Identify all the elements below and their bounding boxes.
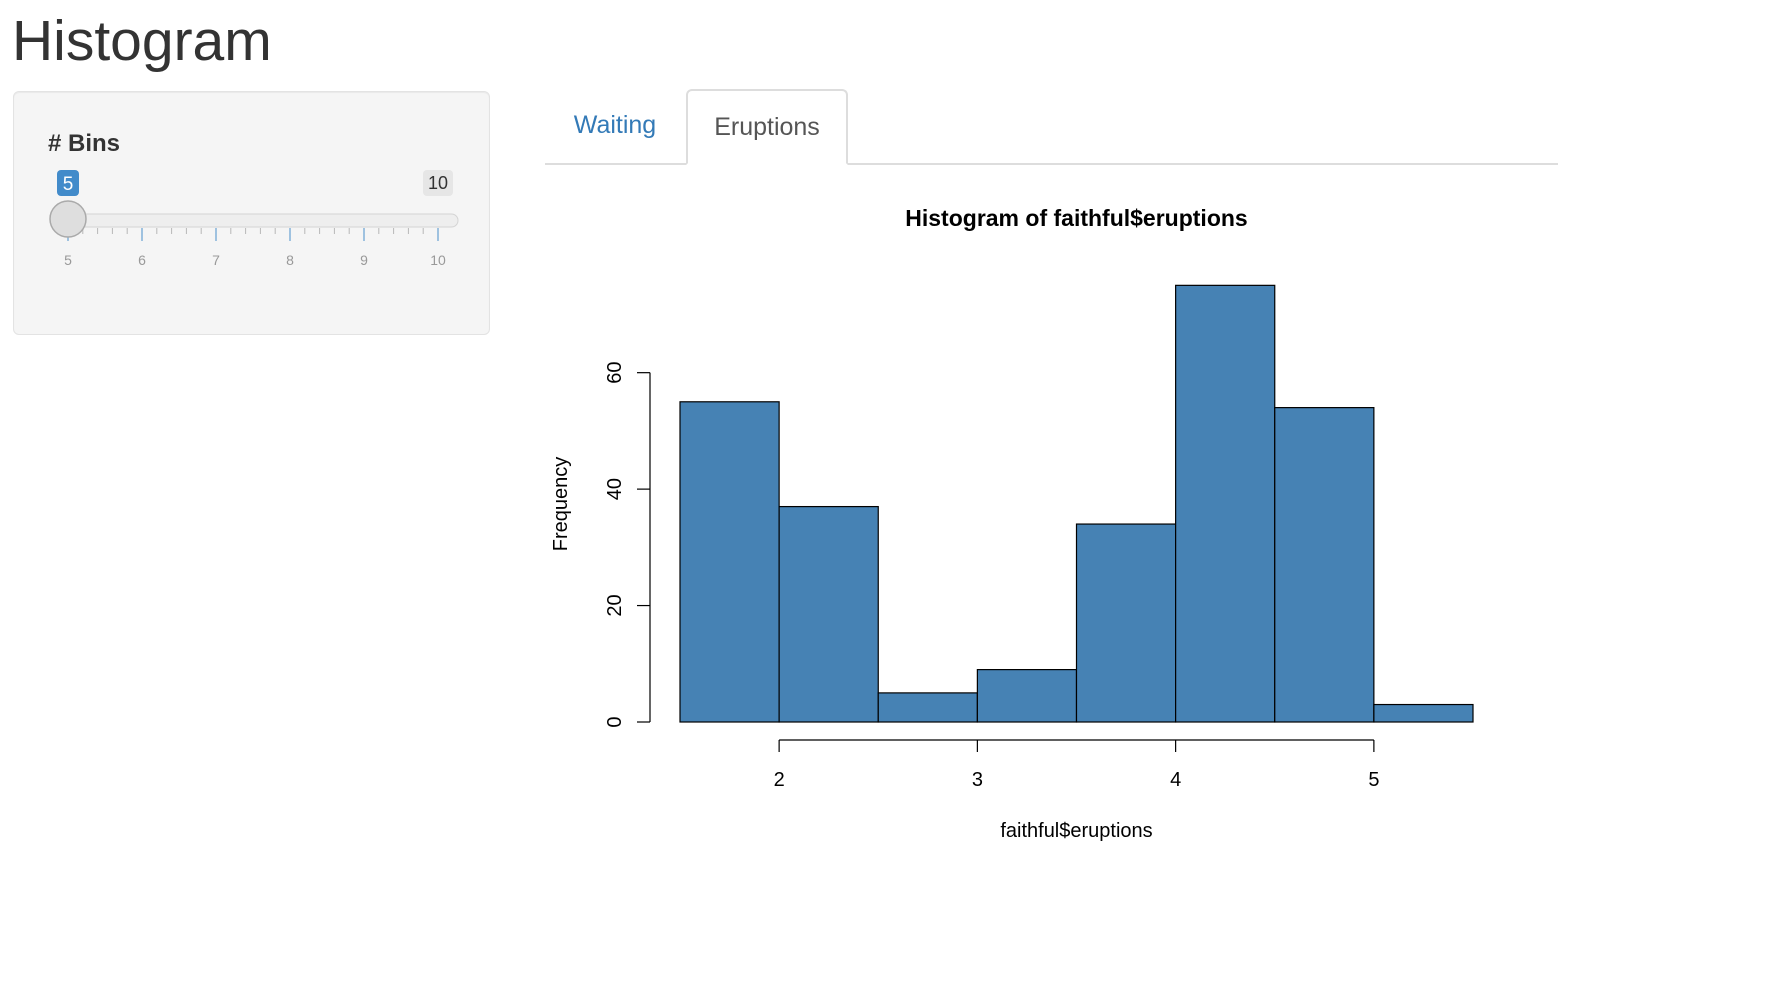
bins-slider[interactable]: 5 6 7 8 9 10 10 5 (14, 92, 491, 336)
histogram-bar (877, 692, 978, 723)
histogram-bar (1373, 703, 1474, 723)
y-tick-label: 20 (604, 594, 626, 616)
slider-handle[interactable] (49, 200, 87, 238)
slider-tick-label: 9 (360, 252, 368, 268)
chart-title: Histogram of faithful$eruptions (905, 205, 1247, 231)
y-axis-label: Frequency (550, 457, 572, 552)
slider-max-badge (423, 170, 453, 196)
x-axis-label: faithful$eruptions (1000, 820, 1152, 842)
x-tick-label: 4 (1170, 769, 1181, 791)
x-tick-label: 3 (972, 769, 983, 791)
bins-label: # Bins (48, 130, 121, 157)
slider-value-label: 5 (63, 174, 74, 195)
tab-eruptions[interactable]: Eruptions (686, 89, 848, 165)
slider-tick-label: 6 (138, 252, 146, 268)
slider-tick-label: 5 (64, 252, 72, 268)
histogram-chart: Histogram of faithful$eruptions 0 20 40 60 Fr… (550, 205, 1474, 842)
y-tick-label: 40 (604, 478, 626, 500)
slider-tick-label: 10 (430, 252, 446, 268)
slider-value-badge (57, 170, 79, 196)
sidebar-panel: # Bins 5 6 7 8 9 10 10 5 (13, 91, 490, 335)
x-tick-label: 2 (774, 769, 785, 791)
histogram-bar (1274, 407, 1375, 723)
page-title: Histogram (12, 9, 272, 73)
tab-waiting[interactable]: Waiting (573, 111, 657, 139)
slider-max-label: 10 (428, 173, 448, 193)
y-tick-label: 60 (604, 362, 626, 384)
slider-tick-label: 8 (286, 252, 294, 268)
slider-track (53, 213, 459, 228)
histogram-bar (679, 401, 780, 723)
histogram-bar (1075, 523, 1177, 723)
histogram-bar (976, 669, 1078, 723)
tab-bar: Waiting Eruptions (545, 89, 1558, 165)
y-tick-label: 0 (604, 716, 626, 727)
histogram-bar (778, 505, 879, 723)
histogram-bar (1175, 284, 1276, 723)
x-tick-label: 5 (1368, 769, 1379, 791)
slider-tick-label: 7 (212, 252, 220, 268)
